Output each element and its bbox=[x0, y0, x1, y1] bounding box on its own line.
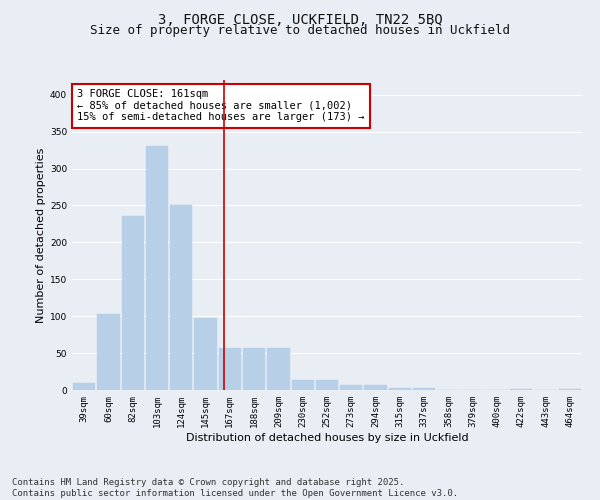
Bar bbox=[194, 318, 217, 390]
Bar bbox=[340, 385, 362, 390]
Bar bbox=[389, 388, 411, 390]
Bar bbox=[122, 216, 144, 390]
Text: 3, FORGE CLOSE, UCKFIELD, TN22 5BQ: 3, FORGE CLOSE, UCKFIELD, TN22 5BQ bbox=[158, 12, 442, 26]
Bar bbox=[97, 314, 119, 390]
Bar bbox=[364, 385, 387, 390]
Bar bbox=[267, 348, 290, 390]
Bar bbox=[170, 206, 193, 390]
Bar bbox=[413, 388, 436, 390]
X-axis label: Distribution of detached houses by size in Uckfield: Distribution of detached houses by size … bbox=[185, 432, 469, 442]
Text: Contains HM Land Registry data © Crown copyright and database right 2025.
Contai: Contains HM Land Registry data © Crown c… bbox=[12, 478, 458, 498]
Text: Size of property relative to detached houses in Uckfield: Size of property relative to detached ho… bbox=[90, 24, 510, 37]
Bar bbox=[243, 348, 265, 390]
Bar bbox=[316, 380, 338, 390]
Bar bbox=[292, 380, 314, 390]
Bar bbox=[218, 348, 241, 390]
Bar bbox=[146, 146, 168, 390]
Bar bbox=[73, 382, 95, 390]
Text: 3 FORGE CLOSE: 161sqm
← 85% of detached houses are smaller (1,002)
15% of semi-d: 3 FORGE CLOSE: 161sqm ← 85% of detached … bbox=[77, 90, 365, 122]
Y-axis label: Number of detached properties: Number of detached properties bbox=[36, 148, 46, 322]
